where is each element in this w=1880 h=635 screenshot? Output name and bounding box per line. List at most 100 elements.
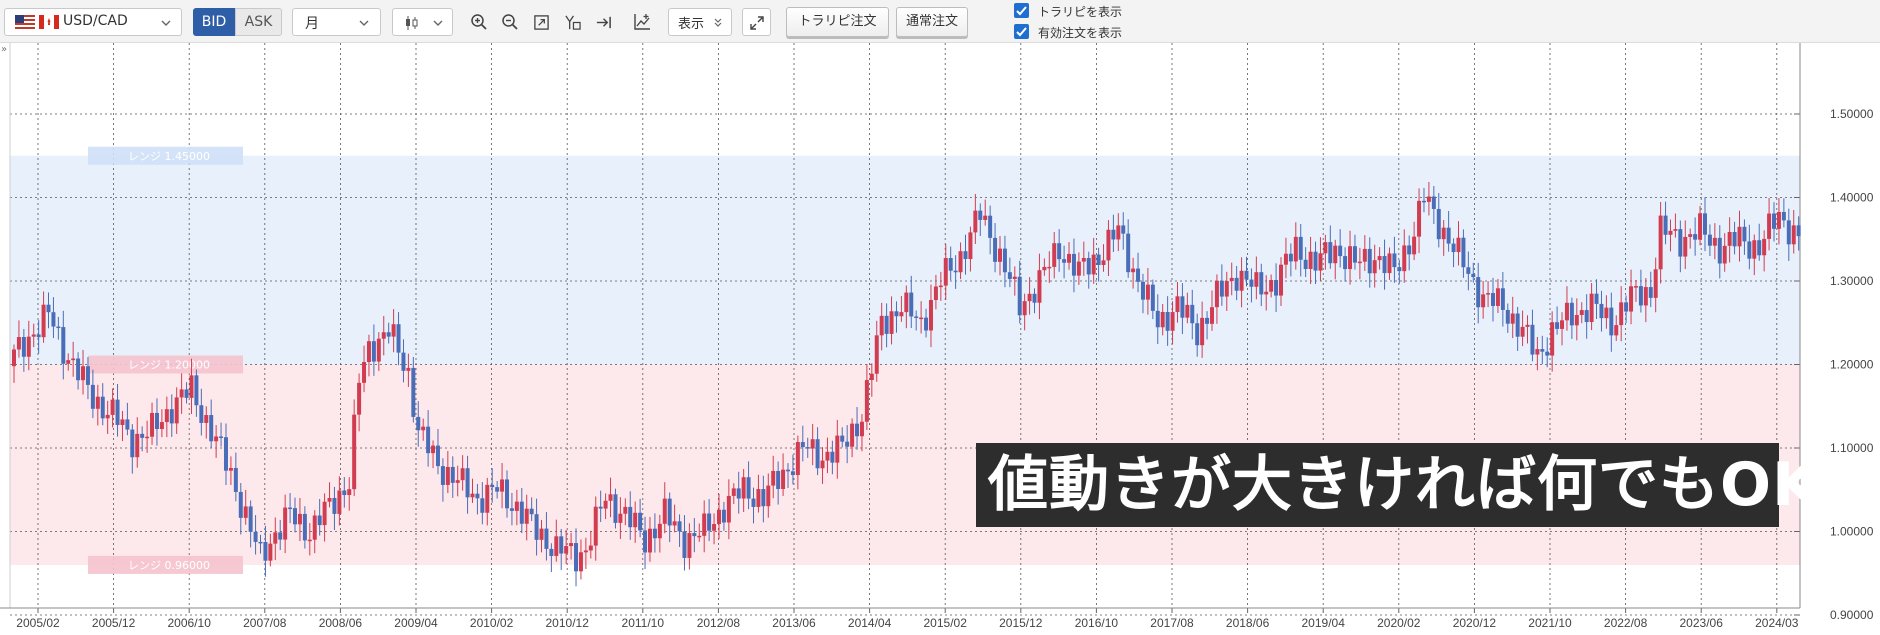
candle-body xyxy=(1707,234,1712,246)
candle-body xyxy=(845,441,850,447)
candle-body xyxy=(159,422,164,430)
fit-screen-button[interactable] xyxy=(528,8,554,36)
candle-body xyxy=(1633,286,1638,288)
candle-body xyxy=(633,512,638,528)
candle-body xyxy=(1106,229,1111,261)
candle-body xyxy=(1555,322,1560,329)
candle-body xyxy=(1456,237,1461,253)
candle-body xyxy=(884,315,889,334)
candle-body xyxy=(1658,215,1663,270)
candle-body xyxy=(549,548,554,556)
candle-body xyxy=(766,485,771,507)
candle-body xyxy=(1584,310,1589,323)
candle-body xyxy=(554,536,559,556)
candle-body xyxy=(697,535,702,538)
zoom-in-button[interactable] xyxy=(466,8,492,36)
crosshair-lock-button[interactable] xyxy=(559,8,585,36)
candle-body xyxy=(1195,323,1200,346)
candle-body xyxy=(1239,270,1244,291)
currency-pair-select[interactable]: USD/CAD xyxy=(4,8,182,36)
candle-body xyxy=(608,494,613,501)
candle-body xyxy=(569,543,574,547)
candle-body xyxy=(391,324,396,337)
normal-order-button[interactable]: 通常注文 xyxy=(896,7,968,37)
add-indicator-button[interactable] xyxy=(629,8,655,36)
candle-body xyxy=(1525,324,1530,327)
us-flag-icon xyxy=(15,15,35,29)
candle-body xyxy=(544,528,549,549)
candle-body xyxy=(677,521,682,532)
zoom-out-button[interactable] xyxy=(497,8,523,36)
candle-body xyxy=(643,530,648,553)
candle-body xyxy=(1629,286,1634,312)
candle-body xyxy=(140,433,145,438)
x-tick-label: 2020/12 xyxy=(1453,616,1497,630)
candle-body xyxy=(110,399,115,415)
trail-order-button[interactable]: トラリピ注文 xyxy=(786,7,889,37)
candle-body xyxy=(1244,270,1249,280)
candle-body xyxy=(1357,261,1362,264)
candle-body xyxy=(248,506,253,532)
chevron-down-icon xyxy=(433,20,443,26)
candle-body xyxy=(450,466,455,483)
candle-body xyxy=(1722,245,1727,264)
candle-body xyxy=(1155,310,1160,328)
candlestick-chart[interactable]: » 1.50000 1.40000 1.30000 1.20000 1.10000 1.0… xyxy=(0,43,1880,635)
candle-body xyxy=(1071,253,1076,276)
candle-body xyxy=(228,467,233,471)
scroll-to-latest-button[interactable] xyxy=(590,8,616,36)
candle-body xyxy=(1638,286,1643,306)
candle-body xyxy=(490,484,495,488)
candle-body xyxy=(184,389,189,398)
expand-icon xyxy=(750,16,764,30)
x-tick-label: 2014/04 xyxy=(848,616,892,630)
candle-body xyxy=(815,439,820,469)
candle-body xyxy=(1096,254,1101,265)
candle-body xyxy=(1101,260,1106,265)
candle-body xyxy=(1698,213,1703,240)
candle-body xyxy=(1343,256,1348,270)
range-label-upper: レンジ 1.45000 xyxy=(128,150,210,163)
expand-panel-icon[interactable]: » xyxy=(1,44,7,55)
candle-body xyxy=(988,215,993,238)
candle-body xyxy=(1560,320,1565,329)
candle-body xyxy=(1510,313,1515,324)
ask-toggle[interactable]: ASK xyxy=(235,8,282,36)
currency-pair-label: USD/CAD xyxy=(63,13,128,29)
candle-body xyxy=(1131,268,1136,273)
candle-body xyxy=(1495,288,1500,306)
candle-body xyxy=(1619,302,1624,326)
x-tick-label: 2005/12 xyxy=(92,616,136,630)
candle-body xyxy=(1140,281,1145,300)
candle-body xyxy=(1121,225,1126,234)
period-select[interactable]: 月 xyxy=(292,8,381,36)
candle-body xyxy=(189,375,194,398)
candle-body xyxy=(1313,251,1318,271)
candle-body xyxy=(1767,213,1772,239)
candle-body xyxy=(682,531,687,558)
fullscreen-button[interactable] xyxy=(742,8,771,36)
fit-screen-icon xyxy=(533,14,549,30)
candle-body xyxy=(465,468,470,498)
candle-body xyxy=(1668,230,1673,235)
chart-type-select[interactable] xyxy=(392,8,453,36)
canada-flag-icon xyxy=(39,15,59,29)
candle-body xyxy=(716,509,721,525)
candle-body xyxy=(1530,324,1535,355)
show-orders-checkbox[interactable] xyxy=(1014,24,1029,39)
candle-body xyxy=(288,507,293,510)
candle-body xyxy=(396,324,401,353)
candle-body xyxy=(1111,229,1116,240)
candle-body xyxy=(1259,272,1264,295)
candle-body xyxy=(830,451,835,463)
bid-toggle[interactable]: BID xyxy=(193,8,235,36)
candle-body xyxy=(1535,349,1540,355)
candle-body xyxy=(120,419,125,425)
candle-body xyxy=(1200,317,1205,346)
show-trail-checkbox[interactable] xyxy=(1014,3,1029,18)
candle-body xyxy=(790,471,795,476)
display-menu[interactable]: 表示 xyxy=(668,8,732,36)
candle-body xyxy=(475,493,480,499)
x-tick-label: 2008/06 xyxy=(319,616,363,630)
price-chart[interactable]: » 1.50000 1.40000 1.30000 1.20000 1.10000 1.0… xyxy=(0,43,1880,635)
